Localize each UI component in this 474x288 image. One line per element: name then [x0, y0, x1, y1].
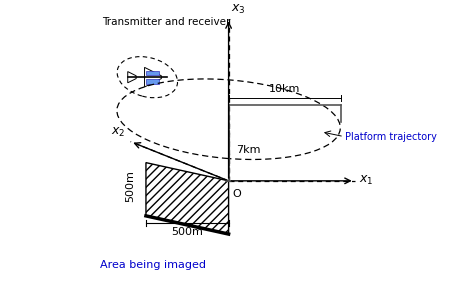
- Text: 7km: 7km: [236, 145, 260, 155]
- Text: $x_3$: $x_3$: [231, 2, 246, 16]
- Text: $x_1$: $x_1$: [359, 174, 374, 187]
- Polygon shape: [146, 163, 228, 234]
- Text: 500m: 500m: [125, 170, 135, 202]
- Polygon shape: [128, 72, 136, 83]
- Bar: [146, 79, 159, 84]
- Polygon shape: [145, 67, 161, 87]
- Bar: [146, 71, 159, 75]
- Text: $x_2$: $x_2$: [110, 126, 125, 139]
- Text: Platform trajectory: Platform trajectory: [345, 132, 437, 143]
- Text: Area being imaged: Area being imaged: [100, 260, 206, 270]
- Text: 10km: 10km: [269, 84, 301, 94]
- Text: O: O: [233, 189, 242, 199]
- Text: 500m: 500m: [171, 227, 203, 237]
- Text: Transmitter and receiver: Transmitter and receiver: [102, 17, 231, 27]
